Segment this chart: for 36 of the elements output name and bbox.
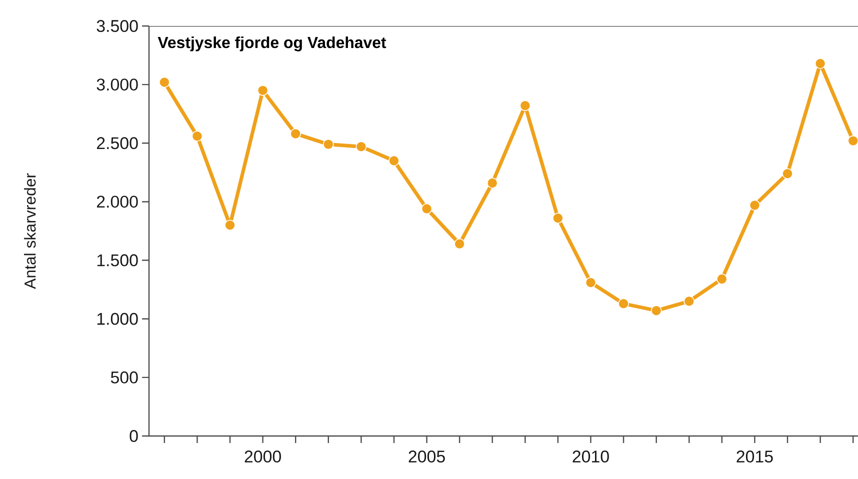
y-tick-label: 0 — [130, 430, 138, 442]
point — [159, 76, 170, 88]
point — [782, 168, 793, 179]
y-axis-title: Antal skarvreder — [24, 173, 36, 289]
point — [814, 58, 826, 69]
y-tick-label: 2.000 — [96, 196, 138, 208]
point — [224, 220, 236, 231]
x-tick-label: 2015 — [736, 450, 773, 463]
y-tick-label: 3.000 — [96, 78, 138, 91]
point — [421, 203, 432, 214]
x-tick-label: 2000 — [244, 450, 281, 463]
point — [257, 85, 268, 96]
text: Vestjyske fjorde og Vadehavet — [158, 36, 386, 52]
point — [716, 274, 728, 284]
point — [454, 238, 465, 250]
point — [749, 200, 760, 211]
point — [650, 305, 662, 316]
point — [192, 130, 203, 142]
point — [520, 100, 531, 112]
point — [585, 277, 596, 288]
x-tick-label: 2005 — [408, 450, 445, 463]
point — [684, 296, 695, 307]
point — [388, 155, 400, 166]
point — [552, 212, 564, 224]
point — [848, 135, 858, 146]
x-tick-label: 2010 — [572, 450, 609, 463]
y-tick-label: 1.000 — [97, 312, 138, 325]
y-tick-label: 3.500 — [96, 20, 138, 32]
point — [290, 128, 301, 140]
y-tick-label: 500 — [110, 371, 138, 384]
y-tick-label: 1.500 — [97, 254, 138, 266]
point — [356, 141, 367, 152]
point — [618, 298, 629, 310]
point — [486, 178, 498, 188]
y-tick-label: 2.500 — [96, 137, 138, 150]
point — [322, 138, 334, 150]
